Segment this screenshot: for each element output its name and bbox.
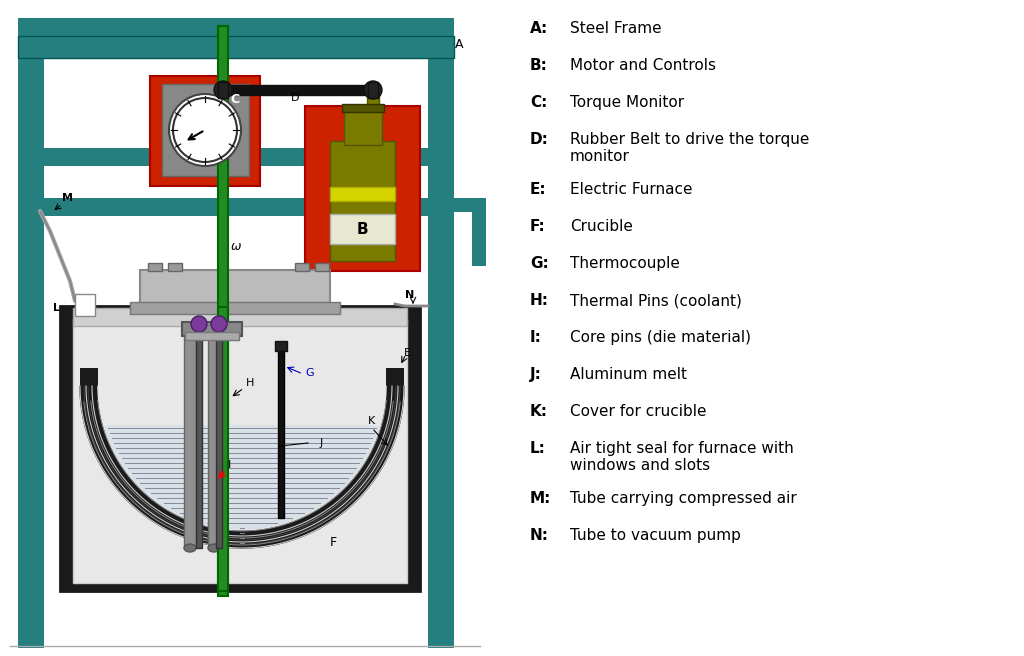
Polygon shape <box>104 426 379 529</box>
Bar <box>18 198 454 216</box>
Bar <box>367 90 379 196</box>
Bar <box>330 141 395 261</box>
Text: A: A <box>455 38 464 51</box>
Ellipse shape <box>208 544 220 552</box>
Bar <box>185 332 239 340</box>
Bar <box>98 368 386 386</box>
Bar <box>75 294 95 316</box>
Text: Core pins (die material): Core pins (die material) <box>570 330 751 345</box>
Bar <box>208 323 220 548</box>
Bar <box>218 82 228 98</box>
Text: M:: M: <box>530 491 551 506</box>
Circle shape <box>169 94 241 166</box>
Bar <box>218 307 228 591</box>
Text: I: I <box>228 460 231 470</box>
Bar <box>275 341 287 351</box>
Bar <box>315 263 329 271</box>
Text: Aluminum melt: Aluminum melt <box>570 367 687 382</box>
Bar <box>218 26 228 596</box>
Text: N: N <box>406 290 415 300</box>
Bar <box>60 308 420 326</box>
Bar <box>80 368 98 386</box>
Bar <box>295 263 309 271</box>
Bar <box>150 76 260 186</box>
Text: G:: G: <box>530 256 549 271</box>
Text: Air tight seal for furnace with
windows and slots: Air tight seal for furnace with windows … <box>570 441 794 474</box>
Bar <box>148 263 162 271</box>
Text: E: E <box>404 348 411 358</box>
Bar <box>18 18 44 648</box>
Text: L: L <box>53 303 60 313</box>
Text: Crucible: Crucible <box>570 219 633 234</box>
Text: Tube carrying compressed air: Tube carrying compressed air <box>570 491 797 506</box>
Text: Steel Frame: Steel Frame <box>570 21 662 36</box>
Ellipse shape <box>184 544 196 552</box>
Bar <box>18 148 454 166</box>
Polygon shape <box>98 386 386 530</box>
Text: B:: B: <box>530 58 548 73</box>
Bar <box>454 198 484 212</box>
Bar <box>162 84 249 176</box>
Text: A:: A: <box>530 21 548 36</box>
Text: C:: C: <box>530 95 548 110</box>
Text: E:: E: <box>530 182 547 197</box>
Text: B: B <box>356 222 368 237</box>
Bar <box>140 270 330 308</box>
Text: D:: D: <box>530 132 549 147</box>
Bar <box>330 187 395 201</box>
Bar <box>196 324 202 548</box>
Bar <box>223 85 373 95</box>
Text: Rubber Belt to drive the torque
monitor: Rubber Belt to drive the torque monitor <box>570 132 809 165</box>
Bar <box>73 308 407 326</box>
Text: Thermocouple: Thermocouple <box>570 256 680 271</box>
Bar <box>330 214 395 244</box>
Bar <box>386 368 404 386</box>
Bar <box>305 106 420 271</box>
Text: ω: ω <box>230 239 242 253</box>
Text: M: M <box>62 193 73 203</box>
Text: G: G <box>305 368 313 378</box>
Text: I:: I: <box>530 330 542 345</box>
Text: C: C <box>230 93 240 106</box>
Bar <box>472 198 486 266</box>
Bar <box>73 319 407 583</box>
Bar <box>216 324 222 548</box>
Bar <box>368 82 378 98</box>
Text: L:: L: <box>530 441 546 456</box>
Text: K:: K: <box>530 404 548 419</box>
Bar <box>182 322 242 336</box>
Circle shape <box>191 316 207 332</box>
Text: J:: J: <box>530 367 542 382</box>
Bar <box>278 348 284 518</box>
Text: Thermal Pins (coolant): Thermal Pins (coolant) <box>570 293 741 308</box>
Text: H:: H: <box>530 293 549 308</box>
Text: N:: N: <box>530 528 549 543</box>
Text: Tube to vacuum pump: Tube to vacuum pump <box>570 528 741 543</box>
Bar <box>184 323 196 548</box>
Bar <box>168 263 182 271</box>
Text: J: J <box>319 438 324 448</box>
Bar <box>344 110 382 145</box>
Circle shape <box>214 81 232 99</box>
Bar <box>18 36 454 58</box>
Text: Cover for crucible: Cover for crucible <box>570 404 707 419</box>
Text: D: D <box>291 93 299 103</box>
Bar <box>18 18 454 38</box>
Bar <box>428 18 454 648</box>
Text: Motor and Controls: Motor and Controls <box>570 58 716 73</box>
Circle shape <box>364 81 382 99</box>
Bar <box>342 104 384 112</box>
Bar <box>130 302 340 314</box>
Text: F:: F: <box>530 219 546 234</box>
Text: Electric Furnace: Electric Furnace <box>570 182 692 197</box>
Bar <box>60 306 420 591</box>
Circle shape <box>211 316 227 332</box>
Text: F: F <box>330 536 337 549</box>
Polygon shape <box>80 386 404 548</box>
Text: Torque Monitor: Torque Monitor <box>570 95 684 110</box>
Text: K: K <box>368 416 375 426</box>
Text: H: H <box>246 378 254 388</box>
